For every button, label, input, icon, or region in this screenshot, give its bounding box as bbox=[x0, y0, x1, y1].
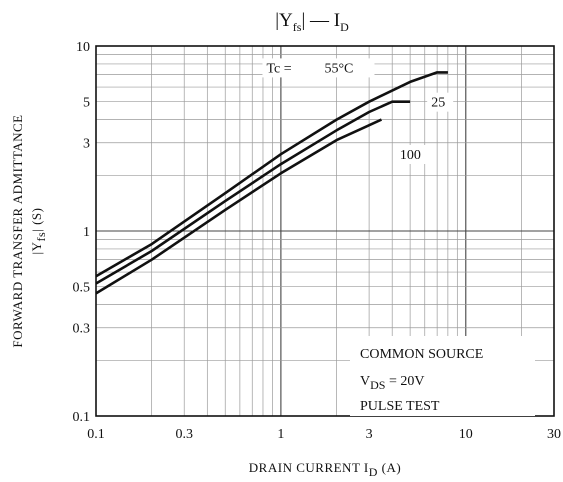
curve-label-bg bbox=[395, 145, 431, 165]
x-tick-label: 1 bbox=[277, 427, 284, 442]
x-tick-label: 30 bbox=[547, 427, 561, 442]
curve-labels: Tc = 55°C 25 100 bbox=[262, 58, 454, 165]
x-tick-label: 0.1 bbox=[87, 427, 105, 442]
curve-label-prefix: Tc = bbox=[266, 61, 291, 76]
x-tick-label: 0.3 bbox=[175, 427, 193, 442]
y-tick-label: 10 bbox=[76, 40, 90, 55]
curves bbox=[95, 71, 448, 295]
chart-title: |Yfs| — ID bbox=[275, 10, 349, 34]
y-axis-ticks: 0.1 0.3 0.5 1 3 5 10 bbox=[73, 40, 91, 425]
plot-frame bbox=[95, 45, 555, 417]
y-axis-label-line1: FORWARD TRANSFER ADMITTANCE bbox=[10, 114, 25, 347]
x-axis-label: DRAIN CURRENT ID (A) bbox=[249, 460, 401, 479]
series-label-2: 100 bbox=[400, 148, 421, 163]
y-tick-label: 0.1 bbox=[73, 410, 91, 425]
y-tick-label: 3 bbox=[83, 137, 90, 152]
annotation-line2: VDS = 20V bbox=[360, 374, 424, 392]
annotation-box: COMMON SOURCE VDS = 20V PULSE TEST bbox=[350, 336, 535, 416]
series-line-0 bbox=[95, 71, 448, 278]
x-tick-label: 10 bbox=[459, 427, 473, 442]
x-axis-ticks: 0.1 0.3 1 3 10 30 bbox=[87, 427, 561, 442]
curve-label-bg bbox=[427, 92, 454, 112]
series-line-1 bbox=[95, 100, 411, 285]
y-tick-label: 0.5 bbox=[73, 281, 91, 296]
y-axis-label: FORWARD TRANSFER ADMITTANCE |Yfs| (S) bbox=[10, 114, 48, 347]
x-tick-label: 3 bbox=[366, 427, 373, 442]
curve-label-bg bbox=[262, 58, 375, 78]
y-axis-label-line2: |Yfs| (S) bbox=[29, 208, 48, 255]
series-label-1: 25 bbox=[431, 96, 445, 111]
y-tick-label: 1 bbox=[83, 225, 90, 240]
y-tick-label: 0.3 bbox=[73, 322, 91, 337]
annotation-line1: COMMON SOURCE bbox=[360, 347, 483, 362]
annotation-line3: PULSE TEST bbox=[360, 399, 440, 414]
series-line-2 bbox=[95, 118, 383, 295]
y-tick-label: 5 bbox=[83, 96, 90, 111]
series-label-0: 55°C bbox=[324, 61, 353, 76]
